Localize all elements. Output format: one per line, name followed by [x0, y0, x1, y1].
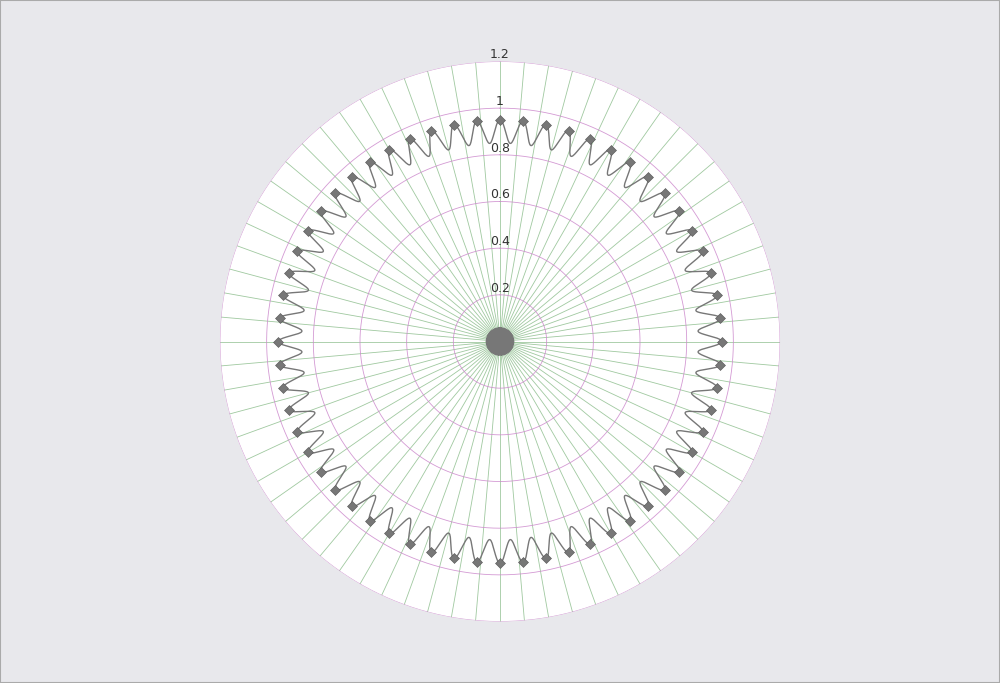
Text: 0.2: 0.2	[490, 282, 510, 295]
Text: 0.6: 0.6	[490, 189, 510, 201]
Text: 0.4: 0.4	[490, 235, 510, 248]
Text: 1: 1	[496, 95, 504, 108]
Text: 0.8: 0.8	[490, 142, 510, 155]
Text: 1.2: 1.2	[490, 48, 510, 61]
